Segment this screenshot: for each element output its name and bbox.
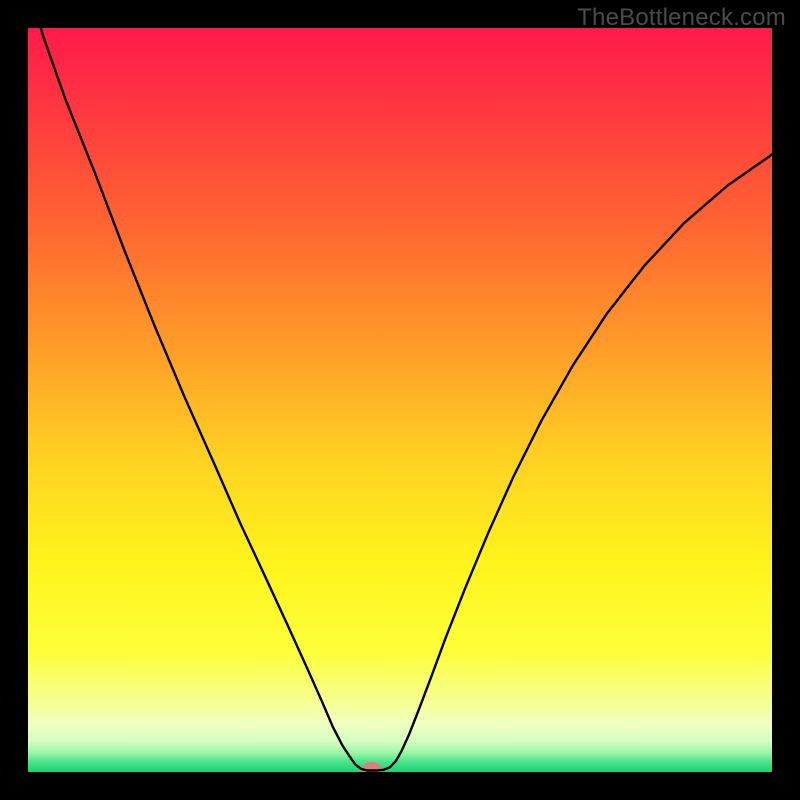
bottleneck-chart (0, 0, 800, 800)
chart-frame: TheBottleneck.com (0, 0, 800, 800)
gradient-plot-area (28, 28, 772, 772)
watermark-text: TheBottleneck.com (577, 4, 786, 32)
